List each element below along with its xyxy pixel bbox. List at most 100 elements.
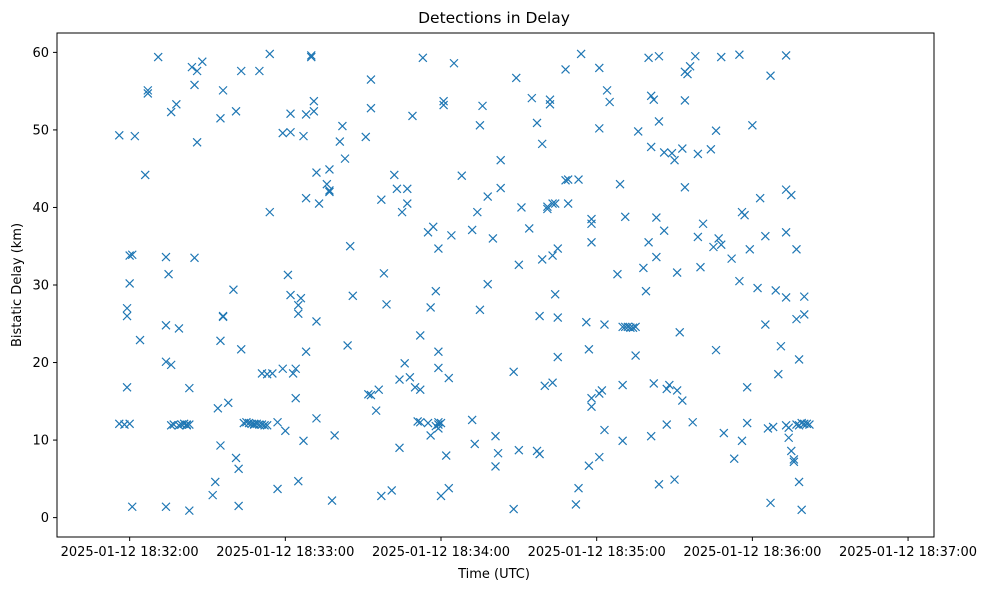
data-point-marker [366, 75, 376, 84]
data-point-marker [299, 436, 308, 446]
data-point-marker [649, 95, 659, 105]
data-point-marker [493, 448, 503, 458]
data-point-marker [415, 385, 425, 395]
data-point-marker [182, 420, 192, 430]
data-point-marker [781, 51, 791, 60]
data-point-marker [581, 317, 591, 327]
data-point-marker [192, 137, 202, 147]
data-point-marker [734, 276, 744, 286]
data-point-marker [306, 52, 316, 62]
data-point-marker [792, 244, 801, 254]
data-point-marker [488, 234, 498, 243]
x-tick-label: 2025-01-12 18:35:00 [528, 545, 666, 560]
data-point-marker [174, 323, 184, 333]
data-point-marker [794, 477, 804, 487]
data-point-marker [433, 244, 443, 253]
data-point-marker [545, 99, 555, 109]
data-point-marker [714, 234, 724, 243]
data-point-marker [584, 344, 594, 354]
data-point-marker [312, 168, 321, 177]
data-point-marker [166, 360, 176, 370]
data-point-marker [229, 285, 238, 295]
data-point-marker [166, 420, 176, 430]
data-point-marker [379, 268, 389, 278]
data-point-marker [283, 270, 293, 280]
data-point-marker [786, 190, 796, 200]
data-point-marker [286, 290, 295, 300]
data-point-marker [433, 417, 443, 427]
data-point-marker [659, 226, 669, 236]
x-tick-label: 2025-01-12 18:34:00 [372, 545, 510, 560]
data-point-marker [685, 61, 695, 71]
data-point-marker [348, 291, 358, 301]
data-point-marker [654, 51, 664, 61]
data-point-marker [366, 103, 376, 113]
data-point-marker [664, 380, 674, 390]
data-point-marker [615, 179, 625, 189]
data-point-marker [213, 403, 223, 413]
data-point-marker [262, 420, 272, 430]
data-point-marker [161, 320, 171, 330]
data-point-marker [441, 451, 451, 461]
chart-title: Detections in Delay [418, 9, 570, 27]
data-point-marker [540, 381, 550, 391]
data-point-marker [641, 286, 651, 296]
data-point-marker [210, 477, 220, 487]
data-point-marker [535, 449, 545, 459]
data-point-marker [208, 490, 218, 500]
data-point-marker [309, 96, 319, 106]
data-point-marker [677, 396, 687, 405]
data-point-marker [254, 66, 264, 76]
y-tick-label: 40 [32, 201, 49, 216]
data-point-marker [527, 93, 537, 103]
data-point-marker [309, 106, 319, 116]
data-point-marker [576, 49, 586, 59]
data-point-marker [760, 320, 770, 329]
data-point-marker [550, 199, 560, 209]
data-point-marker [574, 175, 583, 184]
data-point-marker [337, 121, 347, 131]
data-point-marker [587, 237, 596, 247]
data-point-marker [693, 232, 703, 242]
data-point-marker [794, 355, 804, 364]
data-point-marker [535, 311, 545, 321]
data-point-marker [286, 109, 295, 119]
data-point-marker [273, 484, 282, 494]
data-point-marker [218, 312, 228, 322]
data-point-marker [171, 99, 181, 109]
data-point-marker [433, 424, 443, 433]
data-point-marker [363, 389, 373, 399]
data-point-marker [216, 336, 225, 346]
data-point-marker [483, 192, 493, 202]
data-point-marker [402, 199, 412, 209]
data-point-marker [475, 120, 485, 130]
data-point-marker [805, 420, 814, 429]
data-point-marker [760, 231, 770, 241]
data-point-marker [475, 305, 485, 315]
data-point-marker [651, 213, 661, 222]
data-point-marker [755, 193, 765, 203]
data-point-marker [561, 65, 570, 74]
data-point-marker [729, 454, 739, 464]
data-point-marker [646, 91, 656, 101]
data-point-marker [786, 446, 796, 456]
data-point-marker [402, 184, 412, 194]
data-point-marker [784, 433, 794, 443]
data-point-marker [433, 363, 443, 373]
data-point-marker [771, 286, 781, 295]
data-points [114, 49, 814, 516]
data-point-marker [711, 126, 721, 136]
data-point-marker [784, 423, 794, 433]
data-point-marker [537, 139, 547, 149]
data-point-marker [397, 207, 407, 217]
data-point-marker [587, 393, 596, 403]
data-point-marker [491, 462, 500, 471]
data-point-marker [620, 212, 630, 222]
data-point-marker [709, 242, 718, 252]
x-axis-label: Time (UTC) [457, 567, 530, 582]
data-point-marker [740, 210, 750, 220]
data-point-marker [125, 419, 135, 429]
data-point-marker [594, 63, 604, 73]
data-point-marker [236, 344, 246, 354]
